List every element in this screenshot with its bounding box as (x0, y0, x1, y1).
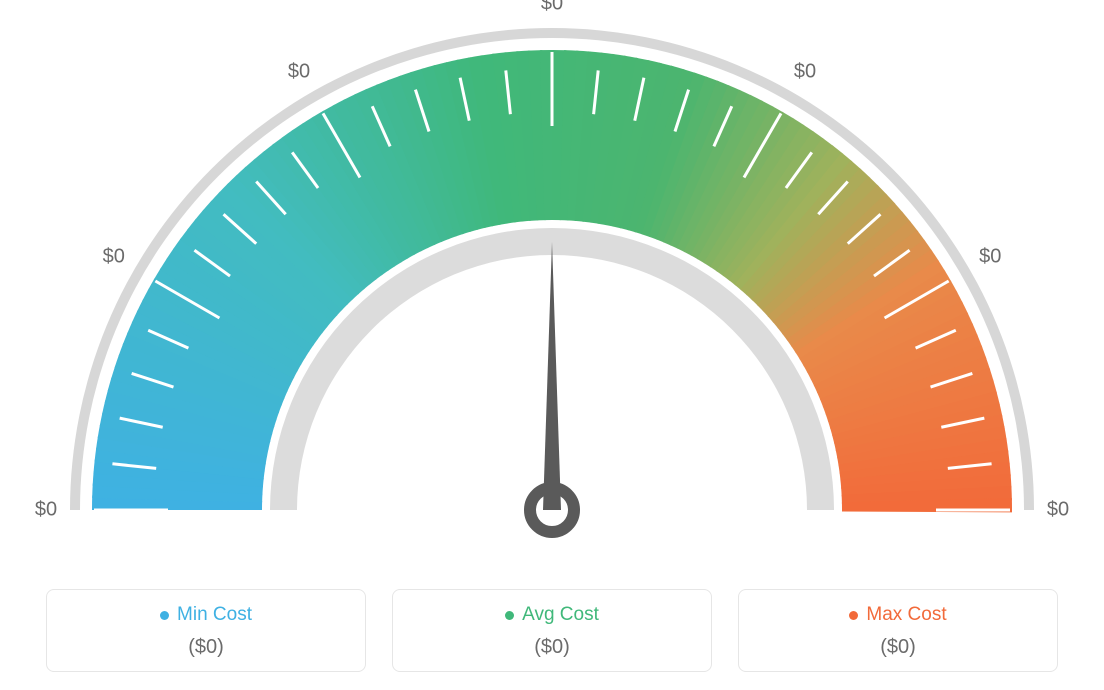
gauge-chart: $0 $0 $0 $0 $0 $0 $0 (0, 0, 1104, 560)
tick-label: $0 (103, 246, 125, 269)
legend-row: Min Cost ($0) Avg Cost ($0) Max Cost ($0… (0, 589, 1104, 672)
tick-label: $0 (541, 0, 563, 16)
legend-title-avg: Avg Cost (505, 604, 599, 626)
legend-title-min: Min Cost (160, 604, 252, 626)
legend-card-max: Max Cost ($0) (738, 589, 1058, 672)
tick-label: $0 (979, 246, 1001, 269)
legend-label-min: Min Cost (177, 604, 252, 626)
legend-label-max: Max Cost (866, 604, 946, 626)
legend-label-avg: Avg Cost (522, 604, 599, 626)
legend-value-max: ($0) (749, 636, 1047, 659)
tick-label: $0 (794, 60, 816, 83)
legend-card-avg: Avg Cost ($0) (392, 589, 712, 672)
legend-dot-max (849, 611, 858, 620)
tick-label: $0 (1047, 499, 1069, 522)
gauge-svg (0, 0, 1104, 560)
tick-label: $0 (288, 60, 310, 83)
legend-value-min: ($0) (57, 636, 355, 659)
legend-card-min: Min Cost ($0) (46, 589, 366, 672)
legend-dot-avg (505, 611, 514, 620)
tick-label: $0 (35, 499, 57, 522)
legend-value-avg: ($0) (403, 636, 701, 659)
legend-dot-min (160, 611, 169, 620)
legend-title-max: Max Cost (849, 604, 946, 626)
